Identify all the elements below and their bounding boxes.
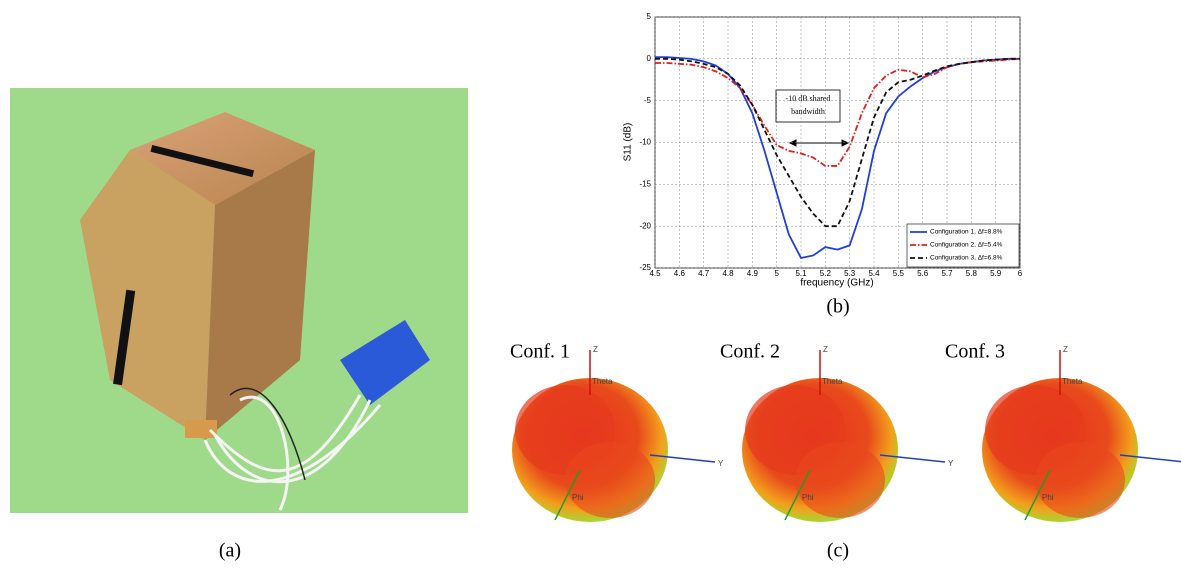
legend-label: Configuration 3, Δf=6.8% <box>930 255 1003 262</box>
y-tick-label: 0 <box>647 54 652 63</box>
pattern-axis <box>784 469 811 521</box>
bandwidth-arrow <box>788 139 850 147</box>
pattern-axis <box>1024 469 1051 521</box>
y-tick-label: -25 <box>639 263 651 272</box>
pattern-axis <box>649 454 716 463</box>
annotation: -10 dB shared <box>786 94 831 103</box>
x-axis-label: frequency (GHz) <box>800 278 873 289</box>
axis-label: Phi <box>802 493 814 502</box>
legend-label: Configuration 1, Δf=8.8% <box>930 229 1003 236</box>
annotation: bandwidth <box>791 107 825 116</box>
series-line <box>655 57 1020 228</box>
axis-label: Phi <box>572 493 584 502</box>
pattern-axis <box>1119 454 1181 463</box>
y-tick-label: -10 <box>639 138 651 147</box>
caption: (b) <box>826 296 849 318</box>
y-axis-label: S11 (dB) <box>623 123 634 162</box>
x-tick-label: 6 <box>1018 269 1023 278</box>
x-tick-label: 5.1 <box>795 269 807 278</box>
pattern-lobe <box>565 442 655 518</box>
axis-label: Phi <box>1042 493 1054 502</box>
axis-label: Y <box>948 459 954 468</box>
caption: (c) <box>827 540 849 562</box>
axis-label: Z <box>823 345 828 354</box>
x-tick-label: 5.6 <box>917 269 929 278</box>
pattern-title: Conf. 1 <box>510 341 570 363</box>
x-tick-label: 4.6 <box>674 269 686 278</box>
pattern-title: Conf. 3 <box>945 341 1005 363</box>
pattern-lobe <box>795 442 885 518</box>
axis-label: Z <box>1063 345 1068 354</box>
x-tick-label: 5.2 <box>820 269 832 278</box>
x-tick-label: 4.8 <box>722 269 734 278</box>
x-tick-label: 5.4 <box>868 269 880 278</box>
pattern-axis <box>879 454 946 463</box>
y-tick-label: -15 <box>639 179 651 188</box>
axis-label: Theta <box>592 377 613 386</box>
pattern-lobe <box>1035 442 1125 518</box>
pattern-axis <box>554 469 581 521</box>
x-tick-label: 4.5 <box>649 269 661 278</box>
axis-label: Theta <box>1062 377 1083 386</box>
axis-label: Z <box>593 345 598 354</box>
x-tick-label: 4.9 <box>747 269 759 278</box>
x-tick-label: 5.7 <box>941 269 953 278</box>
annotation-box <box>775 89 841 123</box>
x-tick-label: 5.5 <box>893 269 905 278</box>
legend-label: Configuration 2, Δf=5.4% <box>930 242 1003 249</box>
caption: (a) <box>219 540 241 562</box>
axis-label: Y <box>718 459 724 468</box>
y-tick-label: 5 <box>647 12 652 21</box>
x-tick-label: 4.7 <box>698 269 710 278</box>
pattern-title: Conf. 2 <box>720 341 780 363</box>
x-tick-label: 5 <box>774 269 779 278</box>
x-tick-label: 5.8 <box>966 269 978 278</box>
x-tick-label: 5.9 <box>990 269 1002 278</box>
x-tick-label: 5.3 <box>844 269 856 278</box>
axis-label: Theta <box>822 377 843 386</box>
photo <box>10 88 468 513</box>
y-tick-label: -5 <box>644 96 652 105</box>
y-tick-label: -20 <box>639 221 651 230</box>
